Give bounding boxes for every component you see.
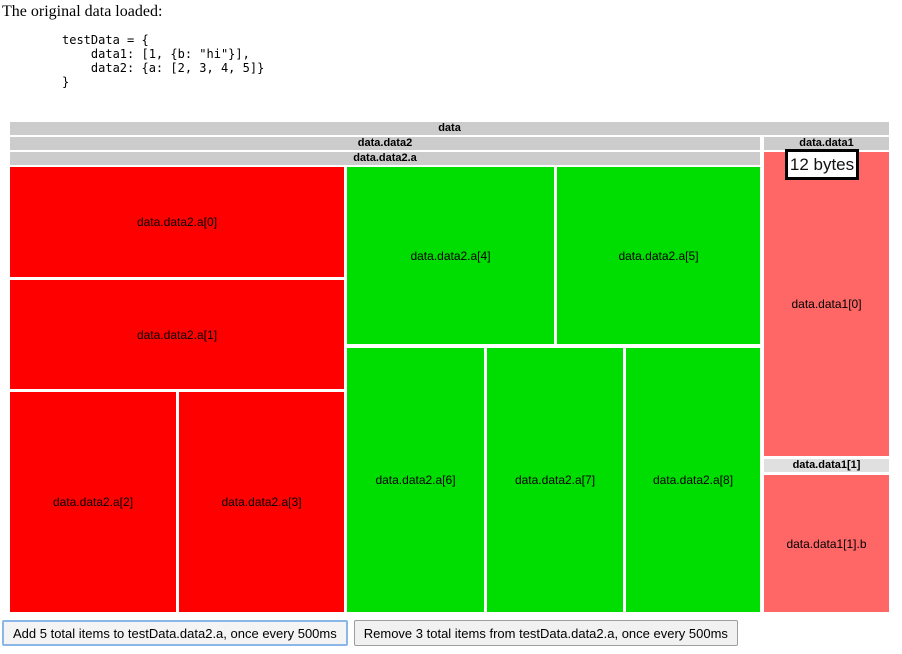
treemap-header-data-data1[interactable]: data.data1 — [764, 137, 889, 150]
add-items-button[interactable]: Add 5 total items to testData.data2.a, o… — [2, 620, 348, 646]
remove-items-button[interactable]: Remove 3 total items from testData.data2… — [353, 620, 738, 646]
treemap-cell-data-data2-a3[interactable]: data.data2.a[3] — [179, 392, 344, 612]
treemap-cell-data-data2-a2[interactable]: data.data2.a[2] — [10, 392, 176, 612]
treemap-cell-data-data2-a8[interactable]: data.data2.a[8] — [626, 348, 760, 612]
treemap-cell-data-data1-1-b[interactable]: data.data1[1].b — [764, 475, 889, 612]
treemap-cell-data-data2-a7[interactable]: data.data2.a[7] — [487, 348, 623, 612]
treemap-header-data-data2-a[interactable]: data.data2.a — [10, 152, 760, 165]
treemap-header-data-data2[interactable]: data.data2 — [10, 137, 760, 150]
treemap-cell-data-data2-a4[interactable]: data.data2.a[4] — [347, 167, 554, 344]
treemap-header-data[interactable]: data — [10, 122, 889, 135]
treemap-cell-data-data1-0[interactable]: data.data1[0] — [764, 152, 889, 456]
treemap-cell-data-data2-a0[interactable]: data.data2.a[0] — [10, 167, 344, 277]
button-row: Add 5 total items to testData.data2.a, o… — [2, 620, 738, 646]
treemap-cell-data-data2-a5[interactable]: data.data2.a[5] — [557, 167, 760, 344]
page-title: The original data loaded: — [2, 3, 163, 20]
treemap-cell-data-data2-a1[interactable]: data.data2.a[1] — [10, 280, 344, 389]
size-tooltip: 12 bytes — [785, 149, 859, 180]
treemap-cell-data-data2-a6[interactable]: data.data2.a[6] — [347, 348, 484, 612]
code-block: testData = { data1: [1, {b: "hi"}], data… — [62, 33, 265, 89]
treemap-header-data-data1-1[interactable]: data.data1[1] — [764, 459, 889, 472]
